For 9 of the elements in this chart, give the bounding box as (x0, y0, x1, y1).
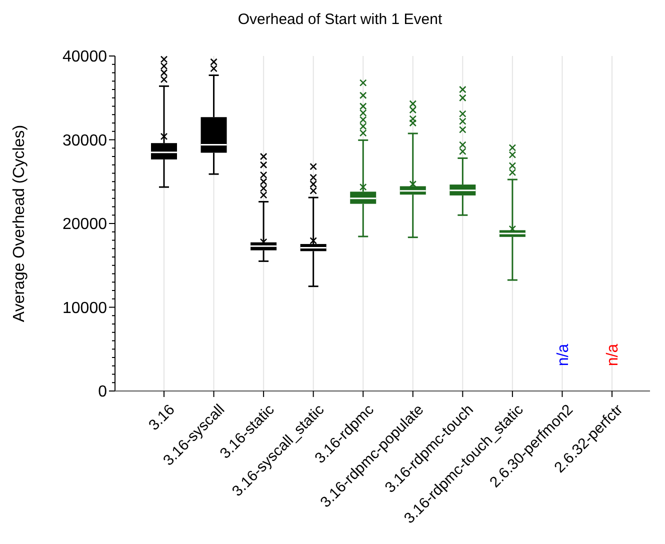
y-tick-label: 30000 (62, 132, 108, 150)
y-tick-label: 0 (98, 384, 108, 401)
chart-title: Overhead of Start with 1 Event (238, 11, 443, 28)
annotation: n/a (554, 344, 572, 366)
y-tick-label: 20000 (62, 216, 108, 234)
y-tick-label: 40000 (62, 48, 108, 66)
annotation: n/a (604, 344, 622, 366)
y-tick-label: 10000 (62, 300, 108, 317)
y-axis-title: Average Overhead (Cycles) (11, 124, 28, 322)
